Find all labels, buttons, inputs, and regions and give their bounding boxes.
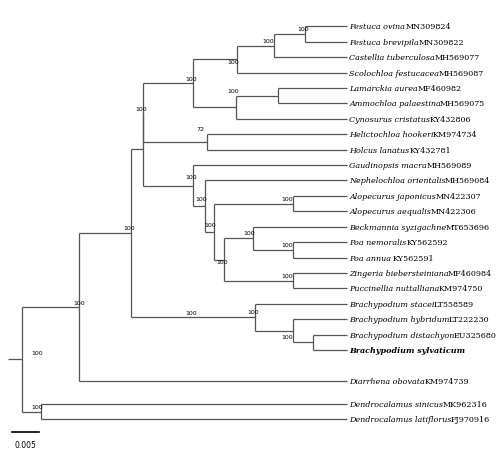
Text: FJ970916: FJ970916 [450, 415, 490, 424]
Text: Dendrocalamus sinicus: Dendrocalamus sinicus [350, 400, 446, 408]
Text: Brachypodium hybridum: Brachypodium hybridum [350, 316, 453, 324]
Text: 100: 100 [247, 309, 258, 314]
Text: Scolochloa festucacea: Scolochloa festucacea [350, 70, 442, 77]
Text: MF460982: MF460982 [418, 85, 462, 93]
Text: 100: 100 [186, 175, 197, 180]
Text: Gaudinopsis macra: Gaudinopsis macra [350, 162, 430, 170]
Text: KM974734: KM974734 [433, 131, 478, 139]
Text: KM974739: KM974739 [424, 377, 470, 385]
Text: MH569075: MH569075 [440, 100, 486, 108]
Text: Brachypodium stacei: Brachypodium stacei [350, 300, 437, 308]
Text: Poa annua: Poa annua [350, 254, 394, 262]
Text: 100: 100 [186, 310, 197, 315]
Text: LT558589: LT558589 [434, 300, 474, 308]
Text: KY432806: KY432806 [430, 116, 472, 124]
Text: 72: 72 [197, 127, 205, 132]
Text: 100: 100 [204, 222, 216, 227]
Text: Ammochloa palaestina: Ammochloa palaestina [350, 100, 444, 108]
Text: Alopecurus aequalis: Alopecurus aequalis [350, 208, 434, 216]
Text: MK962316: MK962316 [442, 400, 487, 408]
Text: MN309822: MN309822 [419, 39, 465, 46]
Text: Zingeria biebersteiniana: Zingeria biebersteiniana [350, 269, 452, 278]
Text: MF460984: MF460984 [448, 269, 492, 278]
Text: 100: 100 [216, 259, 228, 264]
Text: 100: 100 [282, 196, 294, 201]
Text: Festuca brevipila: Festuca brevipila [350, 39, 422, 46]
Text: Castellia tuberculosa: Castellia tuberculosa [350, 54, 438, 62]
Text: LT222230: LT222230 [448, 316, 489, 324]
Text: Holcus lanatus: Holcus lanatus [350, 147, 412, 154]
Text: EU325680: EU325680 [453, 331, 496, 339]
Text: MN309824: MN309824 [406, 23, 451, 31]
Text: Helictochloa hookeri: Helictochloa hookeri [350, 131, 436, 139]
Text: Dendrocalamus latiflorus: Dendrocalamus latiflorus [350, 415, 455, 424]
Text: MH569084: MH569084 [445, 177, 490, 185]
Text: Puccinellia nuttalliana: Puccinellia nuttalliana [350, 285, 442, 293]
Text: Poa nemoralis: Poa nemoralis [350, 238, 409, 247]
Text: Cynosurus cristatus: Cynosurus cristatus [350, 116, 433, 124]
Text: 100: 100 [74, 300, 85, 305]
Text: MH569077: MH569077 [434, 54, 480, 62]
Text: Brachypodium sylvaticum: Brachypodium sylvaticum [350, 346, 466, 354]
Text: KM974750: KM974750 [438, 285, 483, 293]
Text: 100: 100 [282, 273, 294, 278]
Text: 100: 100 [228, 60, 239, 65]
Text: 100: 100 [228, 89, 239, 94]
Text: 0.005: 0.005 [14, 440, 36, 449]
Text: KY562592: KY562592 [407, 238, 449, 247]
Text: 100: 100 [135, 107, 147, 112]
Text: 100: 100 [31, 350, 43, 355]
Text: MN422307: MN422307 [436, 192, 481, 201]
Text: 100: 100 [186, 77, 197, 82]
Text: Nephelochloa orientalis: Nephelochloa orientalis [350, 177, 448, 185]
Text: Brachypodium distachyon: Brachypodium distachyon [350, 331, 457, 339]
Text: 100: 100 [262, 39, 274, 44]
Text: MT653696: MT653696 [445, 223, 490, 231]
Text: KY562591: KY562591 [392, 254, 434, 262]
Text: Lamarckia aurea: Lamarckia aurea [350, 85, 420, 93]
Text: Festuca ovina: Festuca ovina [350, 23, 408, 31]
Text: KY432781: KY432781 [410, 147, 452, 154]
Text: 100: 100 [282, 334, 294, 339]
Text: Diarrhena obovata: Diarrhena obovata [350, 377, 428, 385]
Text: 100: 100 [243, 231, 255, 236]
Text: 100: 100 [297, 27, 309, 32]
Text: 100: 100 [282, 242, 294, 247]
Text: 100: 100 [195, 196, 206, 201]
Text: Beckmannia syzigachne: Beckmannia syzigachne [350, 223, 449, 231]
Text: MH569087: MH569087 [438, 70, 484, 77]
Text: MH569089: MH569089 [426, 162, 472, 170]
Text: 100: 100 [124, 225, 136, 230]
Text: Alopecurus japonicus: Alopecurus japonicus [350, 192, 438, 201]
Text: 100: 100 [31, 404, 43, 409]
Text: MN422306: MN422306 [430, 208, 476, 216]
